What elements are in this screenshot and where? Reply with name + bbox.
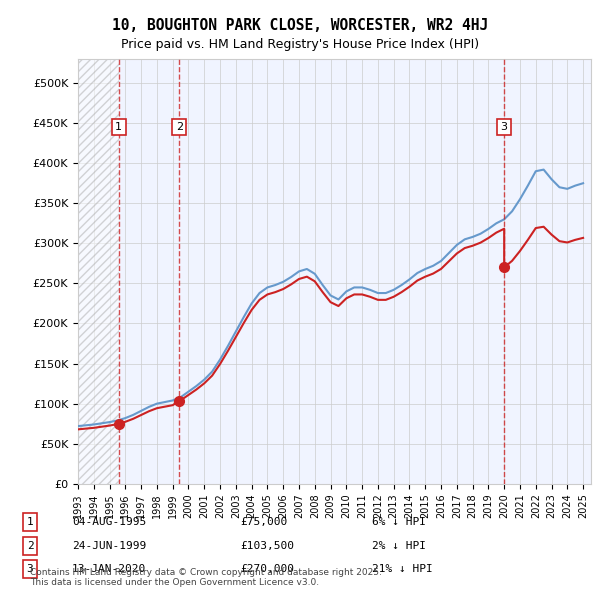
Text: £75,000: £75,000 xyxy=(240,517,287,527)
Text: £270,000: £270,000 xyxy=(240,565,294,574)
Text: 3: 3 xyxy=(500,122,508,132)
Bar xyxy=(78,59,119,484)
Text: 1: 1 xyxy=(26,517,34,527)
Text: 6% ↓ HPI: 6% ↓ HPI xyxy=(372,517,426,527)
HPI: Average price, detached house, Worcester: (2e+03, 1.22e+05): Average price, detached house, Worcester… xyxy=(193,382,200,389)
Text: 2% ↓ HPI: 2% ↓ HPI xyxy=(372,541,426,550)
HPI: Average price, detached house, Worcester: (2e+03, 1.72e+05): Average price, detached house, Worcester… xyxy=(224,342,232,349)
10, BOUGHTON PARK CLOSE, WORCESTER, WR2 4HJ (detached house) xyxy=(580,234,587,241)
HPI: Average price, detached house, Worcester: (2.02e+03, 3.68e+05): Average price, detached house, Worcester… xyxy=(564,185,571,192)
Line: 10, BOUGHTON PARK CLOSE, WORCESTER, WR2 4HJ (detached house): 10, BOUGHTON PARK CLOSE, WORCESTER, WR2 … xyxy=(78,227,583,430)
10, BOUGHTON PARK CLOSE, WORCESTER, WR2 4HJ (detached house) xyxy=(280,286,287,293)
Text: 04-AUG-1995: 04-AUG-1995 xyxy=(72,517,146,527)
10, BOUGHTON PARK CLOSE, WORCESTER, WR2 4HJ (detached house) xyxy=(74,426,82,433)
Text: 10, BOUGHTON PARK CLOSE, WORCESTER, WR2 4HJ: 10, BOUGHTON PARK CLOSE, WORCESTER, WR2 … xyxy=(112,18,488,32)
10, BOUGHTON PARK CLOSE, WORCESTER, WR2 4HJ (detached house) xyxy=(524,237,532,244)
Text: 3: 3 xyxy=(26,565,34,574)
Text: £103,500: £103,500 xyxy=(240,541,294,550)
Text: Contains HM Land Registry data © Crown copyright and database right 2025.
This d: Contains HM Land Registry data © Crown c… xyxy=(30,568,382,587)
10, BOUGHTON PARK CLOSE, WORCESTER, WR2 4HJ (detached house) xyxy=(185,391,192,398)
HPI: Average price, detached house, Worcester: (2.02e+03, 3.92e+05): Average price, detached house, Worcester… xyxy=(540,166,547,173)
10, BOUGHTON PARK CLOSE, WORCESTER, WR2 4HJ (detached house) xyxy=(359,291,366,298)
Text: 21% ↓ HPI: 21% ↓ HPI xyxy=(372,565,433,574)
HPI: Average price, detached house, Worcester: (1.99e+03, 7.2e+04): Average price, detached house, Worcester… xyxy=(74,422,82,430)
HPI: Average price, detached house, Worcester: (2.02e+03, 3.4e+05): Average price, detached house, Worcester… xyxy=(508,208,515,215)
Line: HPI: Average price, detached house, Worcester: HPI: Average price, detached house, Worc… xyxy=(78,169,583,426)
10, BOUGHTON PARK CLOSE, WORCESTER, WR2 4HJ (detached house) xyxy=(177,397,184,404)
HPI: Average price, detached house, Worcester: (2.02e+03, 3.75e+05): Average price, detached house, Worcester… xyxy=(580,180,587,187)
Bar xyxy=(78,59,119,484)
HPI: Average price, detached house, Worcester: (2.01e+03, 2.3e+05): Average price, detached house, Worcester… xyxy=(335,296,342,303)
10, BOUGHTON PARK CLOSE, WORCESTER, WR2 4HJ (detached house) xyxy=(540,223,547,230)
10, BOUGHTON PARK CLOSE, WORCESTER, WR2 4HJ (detached house) xyxy=(367,293,374,300)
Text: 1: 1 xyxy=(115,122,122,132)
Text: 13-JAN-2020: 13-JAN-2020 xyxy=(72,565,146,574)
Text: 24-JUN-1999: 24-JUN-1999 xyxy=(72,541,146,550)
HPI: Average price, detached house, Worcester: (2.01e+03, 2.58e+05): Average price, detached house, Worcester… xyxy=(287,274,295,281)
Text: Price paid vs. HM Land Registry's House Price Index (HPI): Price paid vs. HM Land Registry's House … xyxy=(121,38,479,51)
Text: 2: 2 xyxy=(26,541,34,550)
Text: 2: 2 xyxy=(176,122,183,132)
